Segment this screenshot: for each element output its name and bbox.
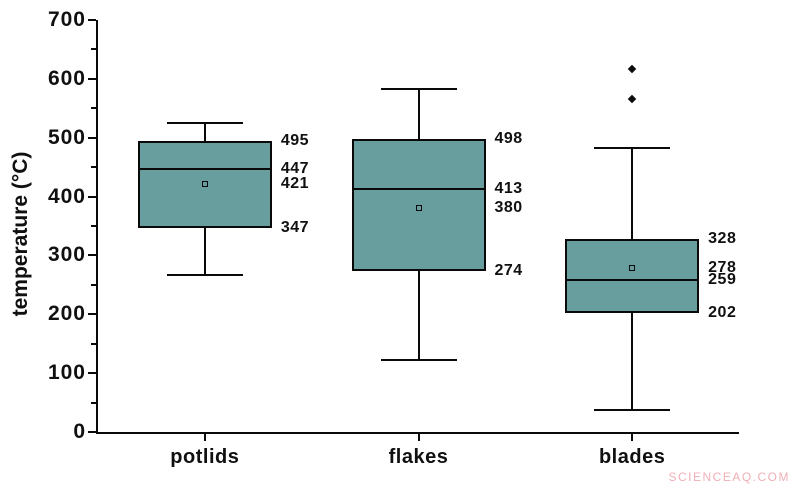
box-rect — [565, 238, 700, 314]
whisker-stem — [417, 270, 420, 360]
box-value-label: 380 — [494, 199, 523, 217]
outlier-diamond — [627, 95, 637, 104]
outlier-diamond — [627, 64, 637, 74]
box-value-label: 202 — [708, 304, 737, 322]
box-value-label: 447 — [280, 159, 310, 177]
box-median-line — [565, 278, 700, 281]
box-value-label: 278 — [708, 259, 737, 277]
whisker-cap — [594, 408, 671, 411]
whisker-cap — [166, 273, 243, 276]
y-tick-label: 600 — [47, 66, 86, 90]
y-tick-label: 500 — [47, 125, 86, 149]
y-minor-tick — [91, 166, 96, 169]
box-rect — [137, 140, 272, 228]
box-value-label: 495 — [280, 131, 310, 149]
y-tick-label: 100 — [47, 361, 86, 385]
whisker-stem — [631, 313, 634, 410]
whisker-cap — [594, 146, 671, 149]
watermark: SCIENCEAQ.COM — [668, 470, 790, 484]
whisker-stem — [631, 147, 634, 239]
box-value-label: 274 — [494, 261, 523, 279]
y-tick — [88, 19, 96, 21]
whisker-stem — [203, 123, 206, 141]
y-minor-tick — [91, 342, 96, 345]
box-value-label: 259 — [708, 270, 737, 288]
y-tick-label: 0 — [73, 420, 86, 443]
x-category-label: potlids — [170, 446, 240, 468]
whisker-cap — [380, 87, 457, 90]
y-minor-tick — [91, 107, 96, 110]
y-tick — [88, 77, 96, 80]
y-tick-label: 200 — [47, 302, 86, 326]
y-tick-label: 300 — [47, 243, 86, 267]
y-tick — [88, 136, 96, 139]
y-tick — [88, 195, 96, 198]
box-value-label: 328 — [708, 229, 737, 247]
y-tick-label: 400 — [47, 184, 86, 208]
x-tick — [631, 434, 634, 441]
box-median-line — [137, 167, 272, 170]
whisker-cap — [166, 122, 243, 124]
y-minor-tick — [91, 225, 96, 227]
box-rect — [351, 138, 486, 271]
box-value-label: 347 — [280, 218, 310, 236]
whisker-stem — [417, 88, 420, 139]
box-mean-marker — [201, 181, 208, 188]
y-tick — [88, 372, 96, 375]
y-tick — [88, 431, 96, 433]
box-value-label: 413 — [494, 179, 523, 197]
y-tick — [88, 254, 96, 257]
box-value-label: 421 — [280, 175, 310, 193]
y-minor-tick — [91, 48, 96, 51]
whisker-stem — [203, 227, 206, 275]
box-median-line — [351, 187, 486, 190]
whisker-cap — [380, 358, 457, 361]
x-tick — [417, 434, 420, 441]
box-value-label: 498 — [494, 129, 523, 147]
x-tick — [203, 434, 206, 441]
box-mean-marker — [415, 205, 422, 212]
y-tick — [88, 313, 96, 316]
y-axis-line — [96, 20, 98, 434]
x-axis-line — [96, 432, 739, 434]
y-tick-label: 700 — [47, 8, 86, 31]
box-mean-marker — [629, 265, 636, 272]
x-category-label: blades — [598, 446, 666, 468]
x-category-label: flakes — [388, 446, 449, 468]
y-minor-tick — [91, 283, 96, 286]
y-minor-tick — [91, 401, 96, 404]
